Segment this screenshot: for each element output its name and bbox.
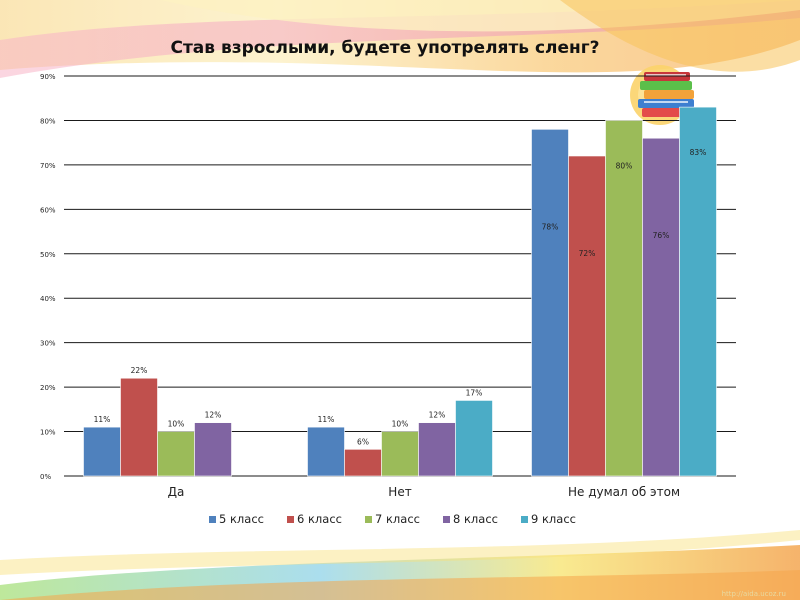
bar: [642, 137, 680, 477]
x-category-label: Да: [168, 485, 185, 499]
y-tick-label: 20%: [40, 384, 56, 392]
bar: [120, 377, 158, 477]
y-tick-label: 10%: [40, 429, 56, 437]
legend-label: 7 класс: [375, 512, 420, 526]
legend-swatch: [443, 516, 450, 523]
legend-swatch: [365, 516, 372, 523]
bar: [418, 422, 456, 477]
bar: [344, 449, 382, 477]
data-label: 10%: [392, 420, 409, 429]
legend-label: 9 класс: [531, 512, 576, 526]
bar: [194, 422, 232, 477]
footer-url: http://aida.ucoz.ru: [721, 590, 786, 598]
y-tick-label: 70%: [40, 162, 56, 170]
data-label: 78%: [542, 222, 559, 231]
data-label: 11%: [94, 415, 111, 424]
y-tick-label: 80%: [40, 117, 56, 125]
bar: [455, 400, 493, 477]
y-tick-label: 90%: [40, 73, 56, 81]
data-labels: 11% 22% 10% 12% 11% 6% 10% 12% 17% 78% 72% 80% 76% 83…: [94, 148, 707, 446]
bar: [679, 106, 717, 477]
data-label: 80%: [616, 161, 633, 170]
data-label: 76%: [653, 231, 670, 240]
legend-swatch: [209, 516, 216, 523]
bars: [83, 106, 717, 477]
data-label: 72%: [579, 249, 596, 258]
legend: 5 класс 6 класс 7 класс 8 класс 9 класс: [209, 512, 576, 526]
data-label: 83%: [690, 148, 707, 157]
x-category-label: Не думал об этом: [568, 485, 680, 499]
y-tick-label: 30%: [40, 340, 56, 348]
bar: [83, 426, 121, 477]
bar: [605, 120, 643, 477]
legend-label: 6 класс: [297, 512, 342, 526]
y-axis: 0% 10% 20% 30% 40% 50% 60% 70% 80% 90%: [40, 73, 56, 481]
y-tick-label: 0%: [40, 473, 51, 481]
bar: [531, 129, 569, 477]
y-tick-label: 50%: [40, 251, 56, 259]
legend-label: 8 класс: [453, 512, 498, 526]
data-label: 10%: [168, 420, 185, 429]
legend-swatch: [521, 516, 528, 523]
data-label: 22%: [131, 366, 148, 375]
data-label: 12%: [205, 411, 222, 420]
data-label: 11%: [318, 415, 335, 424]
x-axis: Да Нет Не думал об этом: [168, 485, 680, 499]
legend-label: 5 класс: [219, 512, 264, 526]
data-label: 6%: [357, 437, 369, 446]
bar: [307, 426, 345, 477]
data-label: 12%: [429, 411, 446, 420]
bar: [568, 155, 606, 477]
data-label: 17%: [466, 388, 483, 397]
x-category-label: Нет: [388, 485, 411, 499]
legend-swatch: [287, 516, 294, 523]
y-tick-label: 60%: [40, 206, 56, 214]
bar: [381, 431, 419, 477]
chart-title: Став взрослыми, будете употрелять сленг?: [170, 38, 600, 58]
y-tick-label: 40%: [40, 295, 56, 303]
bar: [157, 431, 195, 477]
